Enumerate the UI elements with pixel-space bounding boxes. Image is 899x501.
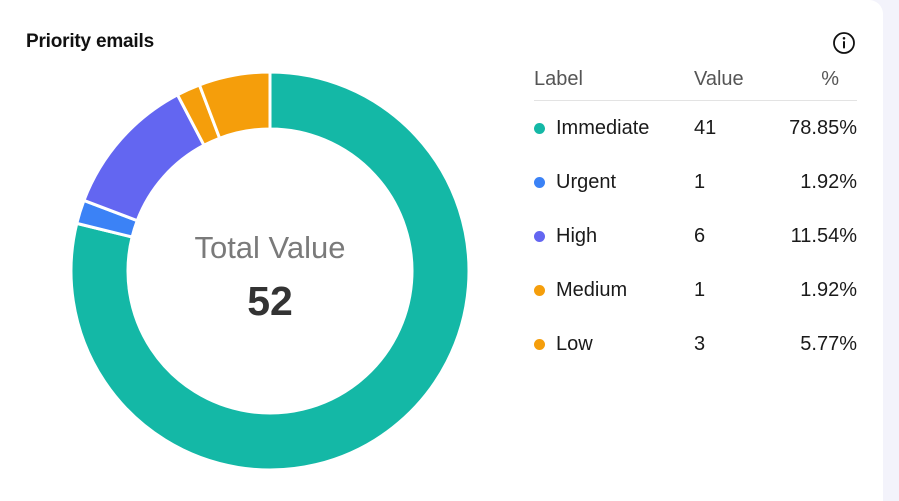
legend-row-high[interactable]: High 6 11.54% [534,209,857,263]
legend-percent-high: 11.54% [790,224,857,247]
legend-percent-medium: 1.92% [800,278,857,301]
legend-table: Label Value % Immediate 41 78.85% Urgent… [534,58,857,371]
legend-dot-immediate [534,122,545,134]
legend-label-medium: Medium [556,278,628,301]
legend-dot-low [534,338,545,350]
header-percent: % [774,58,857,101]
header-label: Label [534,58,694,101]
legend-dot-medium [534,284,545,296]
legend-percent-immediate: 78.85% [789,116,857,139]
legend-value-medium: 1 [694,278,706,301]
legend-value-low: 3 [694,332,706,355]
legend-percent-low: 5.77% [800,332,857,355]
legend-value-urgent: 1 [694,170,706,193]
legend-row-low[interactable]: Low 3 5.77% [534,317,857,371]
legend-label-immediate: Immediate [556,116,650,139]
legend-percent-urgent: 1.92% [800,170,857,193]
legend-label-urgent: Urgent [556,170,617,193]
legend-value-immediate: 41 [694,116,717,139]
donut-slice-low[interactable] [197,70,272,140]
donut-center-label: Total Value [194,230,345,265]
legend-dot-high [534,230,545,242]
header-value: Value [694,58,774,101]
legend-row-medium[interactable]: Medium 1 1.92% [534,263,857,317]
legend-dot-urgent [534,176,545,188]
card-title: Priority emails [26,31,154,52]
legend-row-urgent[interactable]: Urgent 1 1.92% [534,155,857,209]
donut-slice-immediate[interactable] [69,70,471,472]
legend-row-immediate[interactable]: Immediate 41 78.85% [534,101,857,156]
donut-chart: Total Value 52 [69,70,471,472]
legend-label-high: High [556,224,598,247]
donut-slices [69,70,471,472]
info-icon[interactable] [832,31,856,55]
donut-center-value: 52 [247,278,293,324]
legend-value-high: 6 [694,224,706,247]
legend-header-row: Label Value % [534,58,857,101]
legend-label-low: Low [556,332,593,355]
